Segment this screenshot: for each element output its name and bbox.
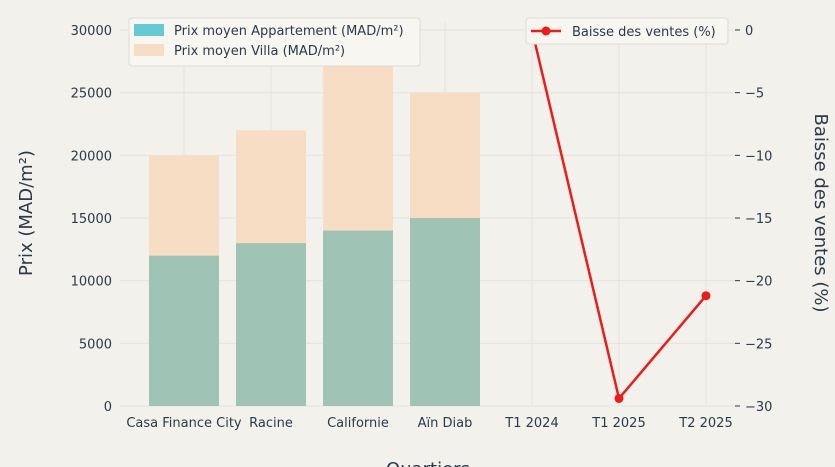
x-tick-label: Aïn Diab xyxy=(418,416,473,431)
y2-tick-label: −30 xyxy=(745,400,772,415)
bar-appartement xyxy=(410,218,480,406)
y-tick-label: 15000 xyxy=(71,212,112,227)
y2-tick-label: −5 xyxy=(745,87,764,102)
y-axis-left-title: Prix (MAD/m²) xyxy=(16,150,37,276)
bar-appartement xyxy=(236,243,306,406)
y-tick-label: 20000 xyxy=(71,149,112,164)
y-axis-right-title: Baisse des ventes (%) xyxy=(810,113,831,312)
y2-tick-label: −20 xyxy=(745,275,772,290)
x-tick-label: Racine xyxy=(249,416,293,431)
bar-appartement xyxy=(323,230,393,406)
y-tick-label: 0 xyxy=(104,400,112,415)
y-tick-label: 10000 xyxy=(71,275,112,290)
bar-villa xyxy=(149,155,219,256)
y-axis-left-ticks: 0 5000 10000 15000 20000 25000 30000 xyxy=(71,24,112,415)
legend-label-appartement: Prix moyen Appartement (MAD/m²) xyxy=(174,24,404,39)
legend-line-marker xyxy=(541,26,551,36)
legend-bars-frame xyxy=(128,17,421,67)
y-tick-label: 25000 xyxy=(71,87,112,102)
x-tick-label: T1 2025 xyxy=(591,416,645,431)
x-axis-title: Quartiers xyxy=(386,459,470,467)
legend-swatch-appartement xyxy=(134,24,164,36)
x-tick-label: Californie xyxy=(327,416,389,431)
bar-appartement xyxy=(149,255,219,406)
legend-bars: Prix moyen Appartement (MAD/m²) Prix moy… xyxy=(128,17,421,67)
x-tick-label: T2 2025 xyxy=(678,416,732,431)
legend-line: Baisse des ventes (%) xyxy=(525,17,729,45)
legend-label-sales: Baisse des ventes (%) xyxy=(572,25,716,40)
y2-tick-label: −15 xyxy=(745,212,772,227)
y-axis-right-ticks: 0 −5 −10 −15 −20 −25 −30 xyxy=(735,24,772,415)
y-tick-label: 30000 xyxy=(71,24,112,39)
sales-point xyxy=(614,393,624,403)
bar-villa xyxy=(236,130,306,244)
legend-line-frame xyxy=(525,17,729,45)
y2-tick-label: −10 xyxy=(745,149,772,164)
y2-tick-label: 0 xyxy=(745,24,753,39)
x-axis-ticks: Casa Finance City Racine Californie Aïn Dia… xyxy=(126,416,732,431)
y-tick-label: 5000 xyxy=(79,337,112,352)
sales-point xyxy=(701,291,711,301)
legend-label-villa: Prix moyen Villa (MAD/m²) xyxy=(174,44,345,59)
x-tick-label: Casa Finance City xyxy=(126,416,242,431)
bar-villa xyxy=(410,92,480,218)
x-tick-label: T1 2024 xyxy=(504,416,558,431)
legend-swatch-villa xyxy=(134,44,164,56)
y2-tick-label: −25 xyxy=(745,337,772,352)
